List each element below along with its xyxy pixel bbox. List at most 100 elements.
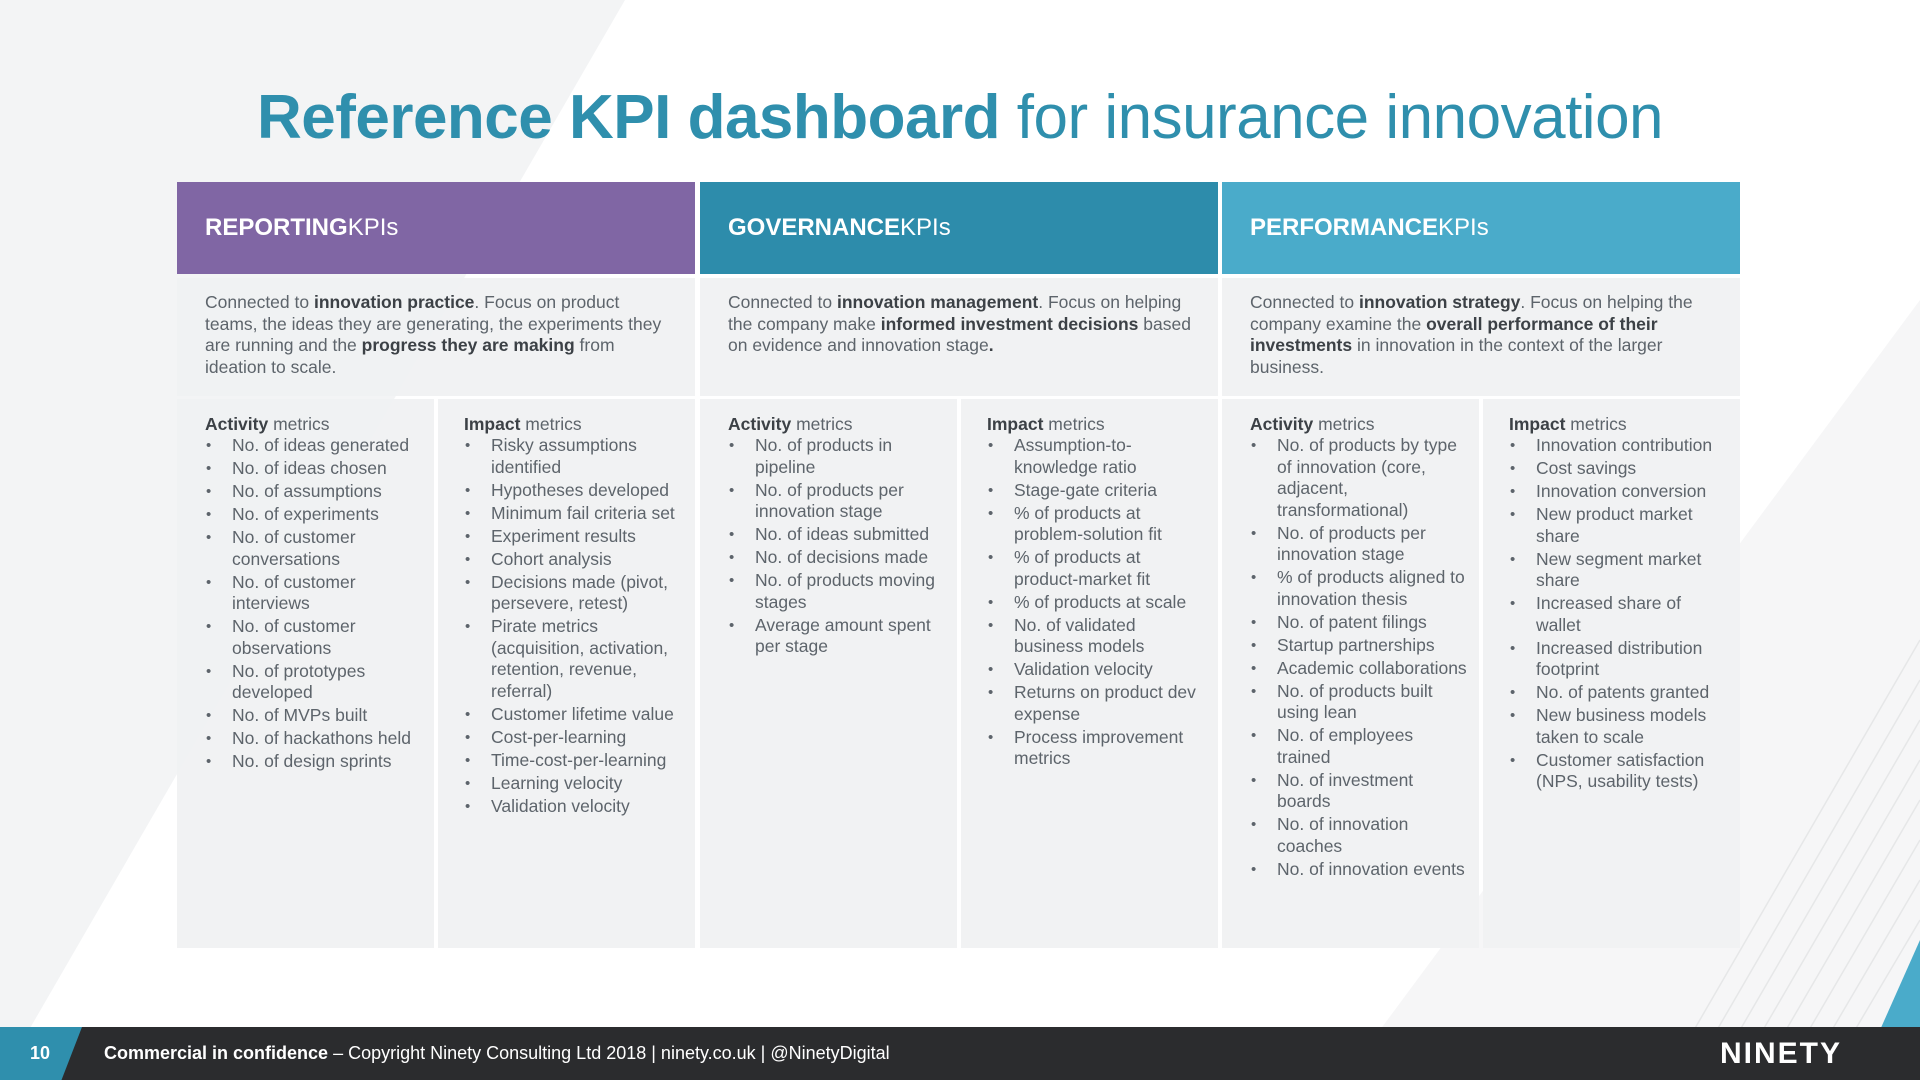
column-description: Connected to innovation strategy. Focus … [1222,278,1740,396]
metric-item: Stage-gate criteria [987,480,1208,502]
column-header-rest: KPIs [347,214,399,241]
metric-item: Risky assumptions identified [464,435,685,478]
metric-item: % of products at product-market fit [987,547,1208,590]
metric-item: Validation velocity [987,659,1208,681]
description-text: . Focus on helping the company make [728,292,1182,334]
description-emphasis: innovation management [836,292,1039,312]
column-header-bold: GOVERNANCE [728,214,901,241]
metric-item: Experiment results [464,526,685,548]
metrics-heading-rest: metrics [791,414,853,434]
metric-item: No. of ideas submitted [728,524,947,546]
activity-metrics-panel: Activity metricsNo. of products by type … [1222,399,1479,948]
impact-metrics-list: Risky assumptions identifiedHypotheses d… [464,435,685,817]
description-text: Connected to [205,292,314,312]
activity-metrics-heading: Activity metrics [205,413,424,435]
metric-item: Assumption-to-knowledge ratio [987,435,1208,478]
impact-metrics-heading: Impact metrics [1509,413,1730,435]
metric-item: No. of patents granted [1509,682,1730,704]
metrics-heading-bold: Activity [728,414,792,434]
metric-item: Increased distribution footprint [1509,638,1730,681]
impact-metrics-heading: Impact metrics [464,413,685,435]
metric-item: No. of customer observations [205,616,424,659]
metric-item: Cost savings [1509,458,1730,480]
description-text: Connected to [1250,292,1359,312]
ninety-logo: NINETY [1719,1037,1842,1070]
activity-metrics-list: No. of products by type of innovation (c… [1250,435,1469,880]
metric-item: No. of customer interviews [205,572,424,615]
metric-item: Customer satisfaction (NPS, usability te… [1509,750,1730,793]
activity-metrics-panel: Activity metricsNo. of ideas generatedNo… [177,399,434,948]
metric-item: New product market share [1509,504,1730,547]
column-header: PERFORMANCE KPIs [1222,182,1740,274]
description-emphasis: progress they are making [361,335,575,355]
metric-item: No. of employees trained [1250,725,1469,768]
metric-item: Validation velocity [464,796,685,818]
activity-metrics-heading: Activity metrics [728,413,947,435]
metric-item: No. of prototypes developed [205,661,424,704]
description-text: based on evidence and innovation stage [728,313,1191,356]
metric-item: No. of products per innovation stage [728,480,947,523]
column-header: REPORTING KPIs [177,182,695,274]
footer-text: Commercial in confidence – Copyright Nin… [104,1027,890,1080]
performance-column: PERFORMANCE KPIs Connected to innovation … [1222,182,1740,948]
metric-item: No. of ideas chosen [205,458,424,480]
description-emphasis: innovation practice [313,292,475,312]
metric-item: No. of ideas generated [205,435,424,457]
metric-item: Returns on product dev expense [987,682,1208,725]
activity-metrics-list: No. of products in pipelineNo. of produc… [728,435,947,658]
page-number: 10 [0,1027,82,1080]
activity-metrics-list: No. of ideas generatedNo. of ideas chose… [205,435,424,773]
title-bold: Reference KPI dashboard [256,83,1001,152]
metric-item: Cost-per-learning [464,727,685,749]
metrics-heading-bold: Impact [464,414,521,434]
metric-item: No. of products in pipeline [728,435,947,478]
metrics-heading-bold: Activity [205,414,269,434]
governance-column: GOVERNANCE KPIs Connected to innovation m… [700,182,1218,948]
description-emphasis: innovation strategy [1358,292,1521,312]
footer-copyright: – Copyright Ninety Consulting Ltd 2018 |… [328,1043,890,1063]
metric-item: New segment market share [1509,549,1730,592]
metric-item: No. of patent filings [1250,612,1469,634]
metric-item: No. of hackathons held [205,728,424,750]
metric-item: % of products at scale [987,592,1208,614]
description-text: in innovation in the context of the larg… [1250,335,1663,377]
description-emphasis: . [988,335,994,355]
activity-metrics-heading: Activity metrics [1250,413,1469,435]
activity-metrics-panel: Activity metricsNo. of products in pipel… [700,399,957,948]
metric-item: Decisions made (pivot, persevere, retest… [464,572,685,615]
metric-item: No. of experiments [205,504,424,526]
column-description: Connected to innovation management. Focu… [700,278,1218,396]
metric-item: Process improvement metrics [987,727,1208,770]
impact-metrics-panel: Impact metricsInnovation contributionCos… [1483,399,1740,948]
reporting-column: REPORTING KPIs Connected to innovation pr… [177,182,695,948]
description-emphasis: informed investment decisions [880,313,1139,334]
impact-metrics-panel: Impact metricsRisky assumptions identifi… [438,399,695,948]
column-header-rest: KPIs [1438,214,1489,241]
metrics-heading-bold: Impact [1509,414,1566,434]
metric-item: Pirate metrics (acquisition, activation,… [464,616,685,702]
metric-item: No. of investment boards [1250,770,1469,813]
footer: 10 Commercial in confidence – Copyright … [0,1027,1920,1080]
metric-item: No. of validated business models [987,615,1208,658]
metric-item: No. of design sprints [205,751,424,773]
metric-item: Academic collaborations [1250,658,1469,680]
description-text: from ideation to scale. [205,335,615,377]
metric-item: % of products at problem-solution fit [987,503,1208,546]
footer-confidential: Commercial in confidence [104,1043,329,1063]
kpi-grid: REPORTING KPIs Connected to innovation pr… [177,182,1741,948]
title-rest: for insurance innovation [1000,83,1664,152]
column-header-bold: PERFORMANCE [1250,214,1439,241]
description-text: . Focus on product teams, the ideas they… [205,292,662,355]
metric-item: No. of innovation coaches [1250,814,1469,857]
metrics-heading-bold: Impact [987,414,1044,434]
metrics-heading-rest: metrics [1313,414,1375,434]
metrics-heading-bold: Activity [1250,414,1314,434]
metrics-heading-rest: metrics [1565,414,1627,434]
metrics-heading-rest: metrics [1043,414,1105,434]
metric-item: Innovation conversion [1509,481,1730,503]
column-header-rest: KPIs [900,214,951,241]
metric-item: No. of products per innovation stage [1250,523,1469,566]
metric-item: No. of innovation events [1250,859,1469,881]
metric-item: Average amount spent per stage [728,615,947,658]
metric-item: No. of products by type of innovation (c… [1250,435,1469,521]
